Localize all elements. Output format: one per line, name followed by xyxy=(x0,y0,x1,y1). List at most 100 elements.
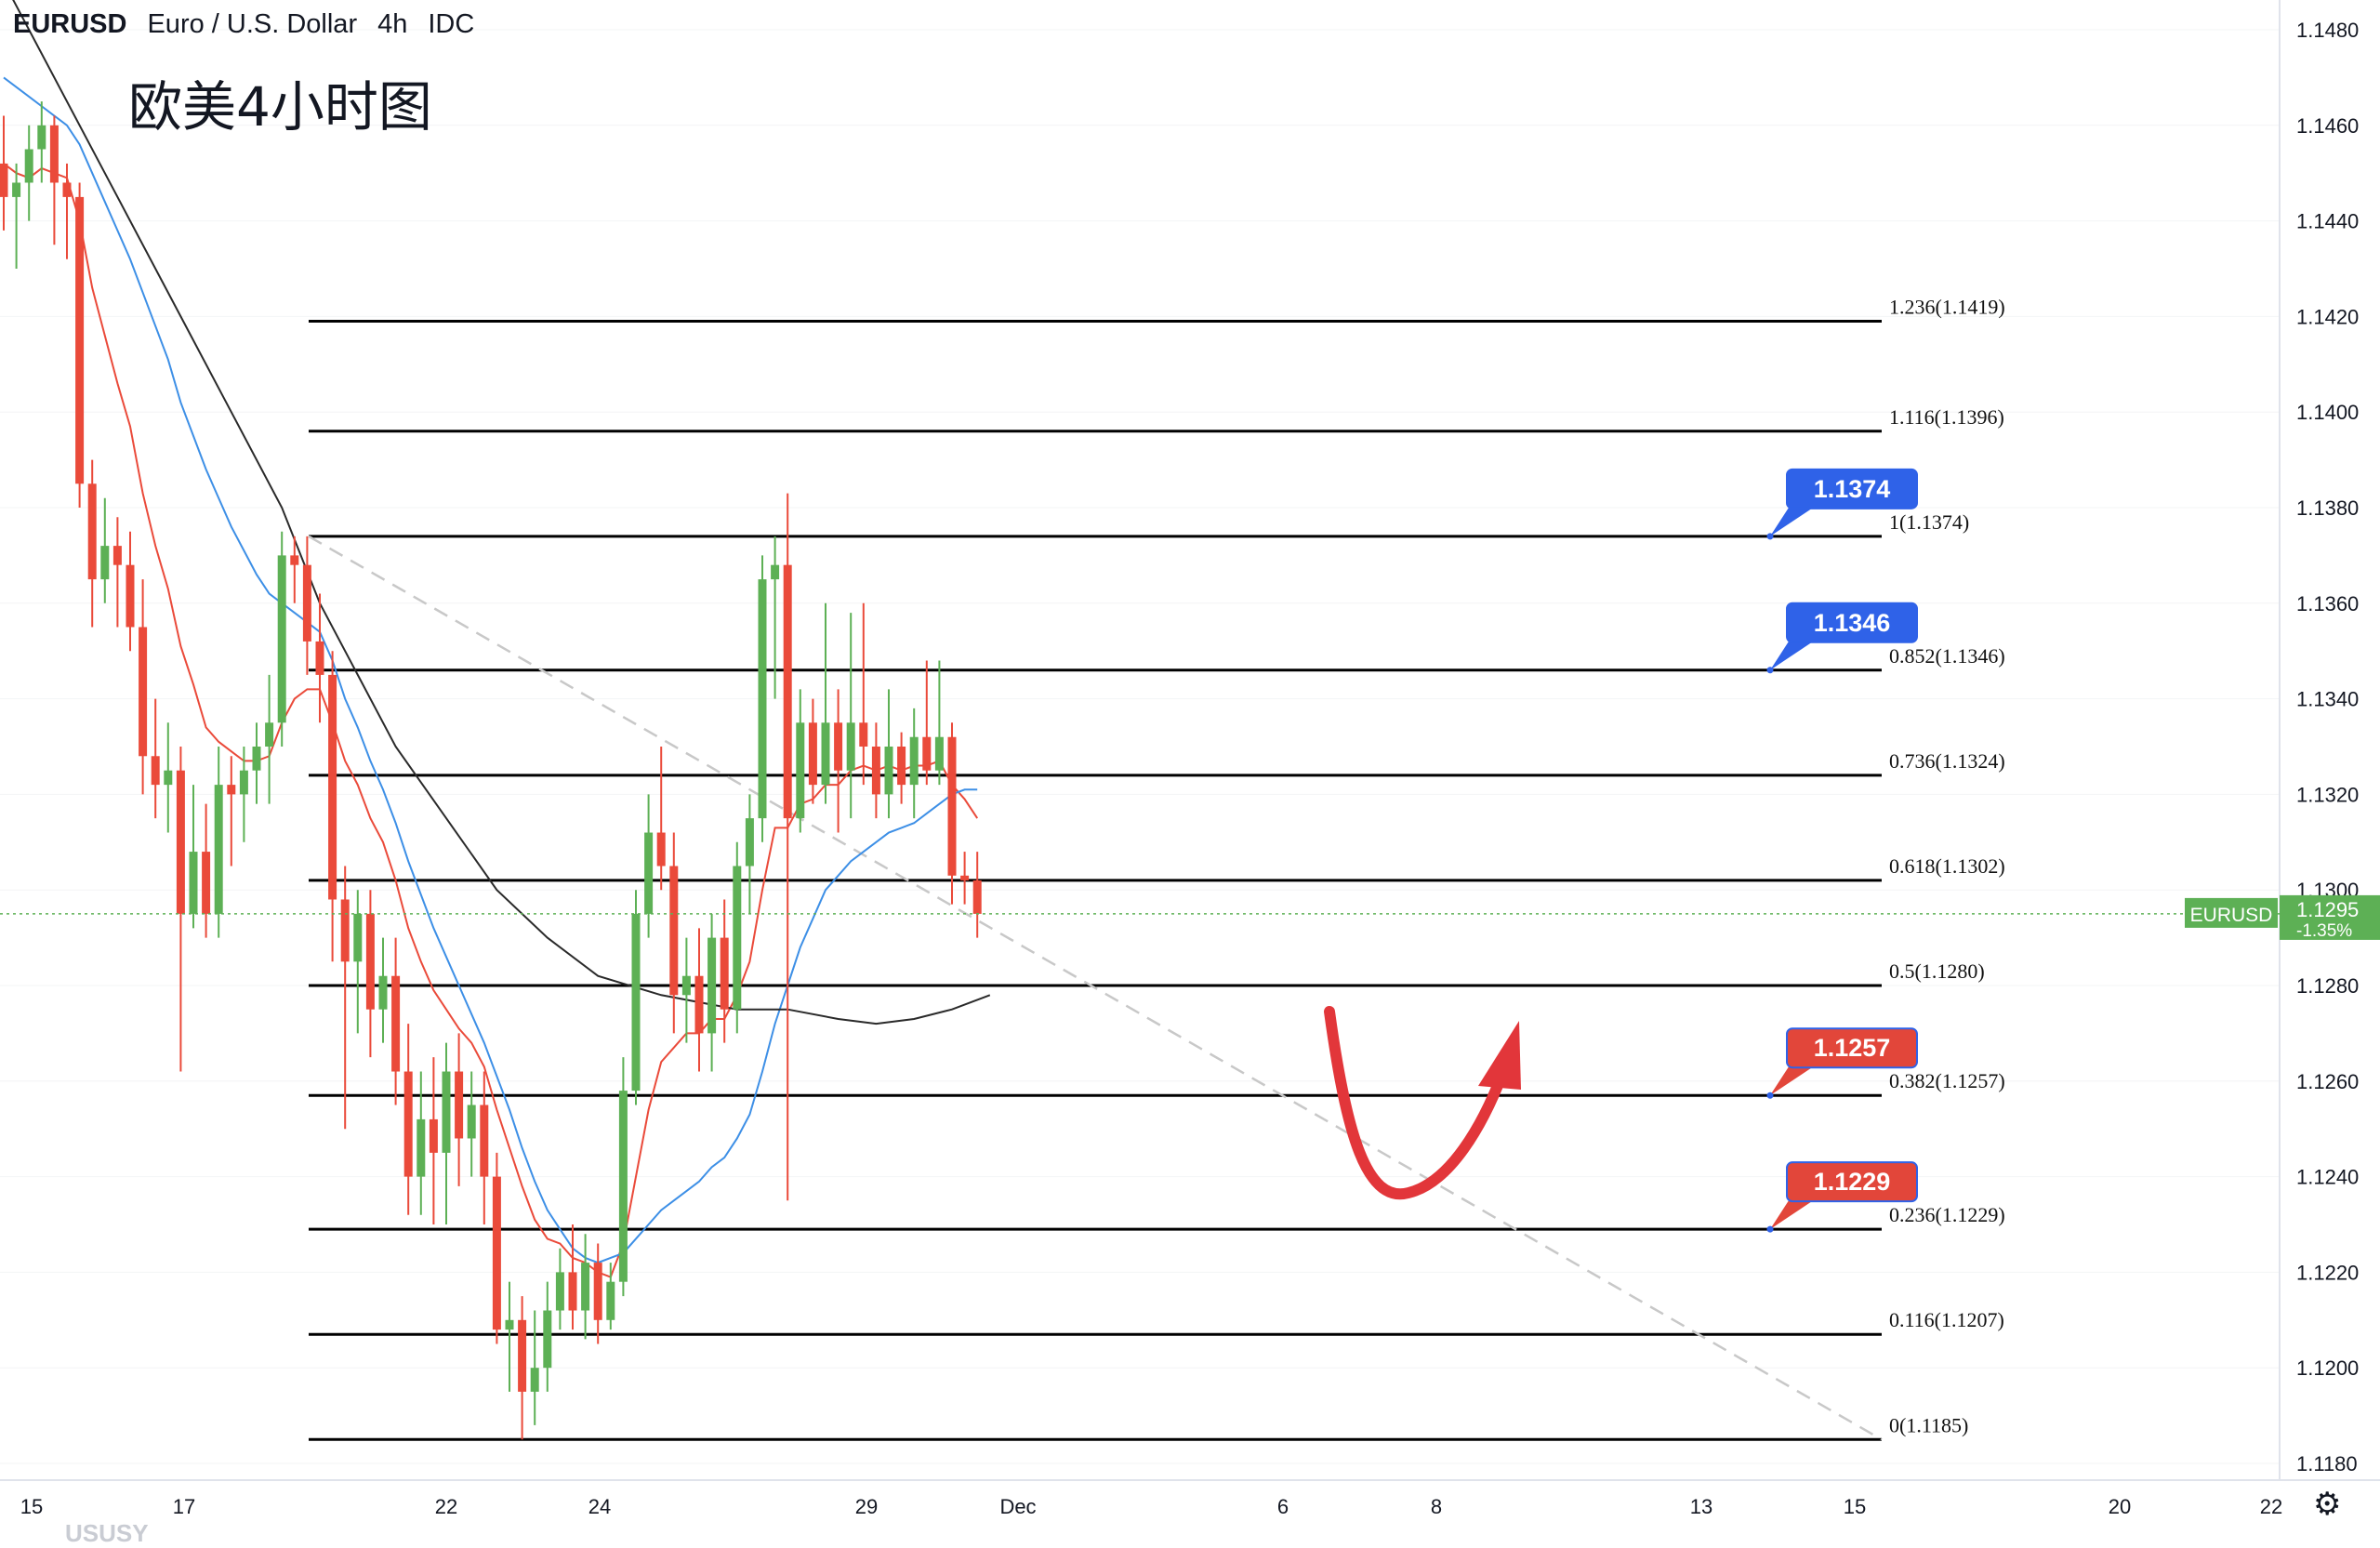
badge-pointer xyxy=(1770,504,1815,536)
time-tick-label: 8 xyxy=(1431,1495,1442,1518)
candle-body xyxy=(37,125,46,150)
candle-body xyxy=(543,1310,552,1369)
candle-body xyxy=(681,975,691,996)
price-badge-label: 1.1374 xyxy=(1814,475,1891,503)
candle-body xyxy=(290,555,299,565)
candle-body xyxy=(62,182,72,197)
candle-body xyxy=(796,722,805,819)
price-badge xyxy=(1786,602,1918,643)
price-tick-label: 1.1480 xyxy=(2296,19,2359,42)
candle-body xyxy=(365,913,375,1010)
price-tick-label: 1.1180 xyxy=(2296,1452,2358,1475)
badge-pointer xyxy=(1770,638,1815,670)
time-tick-label: 24 xyxy=(588,1495,611,1518)
candle-body xyxy=(239,770,248,795)
time-tick-label: 20 xyxy=(2109,1495,2131,1518)
time-tick-label: 6 xyxy=(1277,1495,1289,1518)
fib-level-label: 0.116(1.1207) xyxy=(1889,1308,2004,1331)
candle-body xyxy=(745,818,754,867)
candle-body xyxy=(555,1272,564,1311)
time-tick-label: Dec xyxy=(999,1495,1036,1518)
price-tick-label: 1.1220 xyxy=(2296,1261,2359,1284)
badge-anchor-dot xyxy=(1766,533,1774,540)
price-tick-label: 1.1240 xyxy=(2296,1166,2359,1189)
price-tick-label: 1.1400 xyxy=(2296,401,2359,424)
candle-body xyxy=(0,163,8,197)
time-tick-label: 29 xyxy=(855,1495,878,1518)
candle-body xyxy=(378,975,388,1010)
fib-level-label: 1.116(1.1396) xyxy=(1889,405,2004,429)
candle-body xyxy=(947,736,957,876)
fib-level-label: 1(1.1374) xyxy=(1889,510,1969,534)
candle-body xyxy=(593,1263,602,1320)
candle-body xyxy=(669,866,679,996)
candle-body xyxy=(720,937,729,1010)
candle-body xyxy=(277,555,286,723)
candle-body xyxy=(771,564,780,580)
candle-body xyxy=(24,149,33,183)
candle-body xyxy=(202,852,211,914)
candle-body xyxy=(518,1319,527,1392)
candle-body xyxy=(909,736,919,786)
candle-body xyxy=(315,641,324,675)
price-badges: 1.1374 1.1346 1.1257 1.1229 xyxy=(1766,468,1918,1233)
price-tick-label: 1.1340 xyxy=(2296,688,2359,711)
candle-body xyxy=(758,579,767,819)
candle-body xyxy=(884,747,893,795)
candle-body xyxy=(480,1105,489,1177)
candle-body xyxy=(859,722,868,747)
candle-body xyxy=(252,747,261,771)
candle-body xyxy=(960,875,970,880)
candle-body xyxy=(934,736,944,771)
symbol-label[interactable]: EURUSD xyxy=(13,9,127,39)
candle-body xyxy=(897,747,906,786)
price-tick-label: 1.1260 xyxy=(2296,1070,2359,1093)
candle-body xyxy=(176,770,185,914)
symbol-tag xyxy=(2185,897,2278,928)
fib-level-label: 0.736(1.1324) xyxy=(1889,749,2005,773)
candle-body xyxy=(606,1281,615,1320)
candle-body xyxy=(694,975,704,1034)
price-badge-label: 1.1229 xyxy=(1814,1168,1891,1196)
chart-header: EURUSD Euro / U.S. Dollar 4h IDC xyxy=(13,9,474,40)
candle-body xyxy=(214,785,223,914)
candle-body xyxy=(922,736,932,771)
price-badge-label: 1.1257 xyxy=(1814,1034,1891,1062)
candle-body xyxy=(455,1071,464,1139)
candle-body xyxy=(75,196,85,484)
candle-body xyxy=(821,722,830,786)
badge-anchor-dot xyxy=(1766,1225,1774,1233)
dashed-trendline xyxy=(308,535,1883,1441)
price-change-label: -1.35% xyxy=(2296,921,2352,941)
price-tick-label: 1.1460 xyxy=(2296,114,2359,138)
gear-icon[interactable]: ⚙ xyxy=(2313,1487,2342,1522)
fib-level-label: 0.382(1.1257) xyxy=(1889,1069,2005,1092)
arrow-curve xyxy=(1324,1006,1508,1200)
fib-level-label: 1.236(1.1419) xyxy=(1889,296,2005,319)
candle-body xyxy=(871,747,880,795)
price-tick-label: 1.1440 xyxy=(2296,210,2359,233)
price-badge xyxy=(1786,1161,1918,1203)
candle-body xyxy=(391,975,401,1072)
moving-averages xyxy=(3,0,991,1278)
candle-body xyxy=(340,899,350,962)
candle-body xyxy=(328,674,337,900)
interval-label[interactable]: 4h xyxy=(377,9,408,39)
candle-body xyxy=(808,722,817,786)
candle-body xyxy=(139,627,148,757)
candle-body xyxy=(100,546,110,580)
candle-body xyxy=(416,1118,426,1177)
moving-average-line xyxy=(3,163,979,1278)
candle-body xyxy=(467,1105,476,1139)
price-badge xyxy=(1786,1027,1918,1069)
fib-level-label: 0.5(1.1280) xyxy=(1889,959,1985,983)
candle-body xyxy=(834,722,843,771)
time-tick-label: 17 xyxy=(173,1495,195,1518)
candle-body xyxy=(302,564,311,642)
time-tick-label: 15 xyxy=(1844,1495,1866,1518)
candle-body xyxy=(644,832,654,914)
candle-body xyxy=(442,1071,451,1153)
candle-body xyxy=(846,722,855,771)
candle-body xyxy=(568,1272,577,1311)
